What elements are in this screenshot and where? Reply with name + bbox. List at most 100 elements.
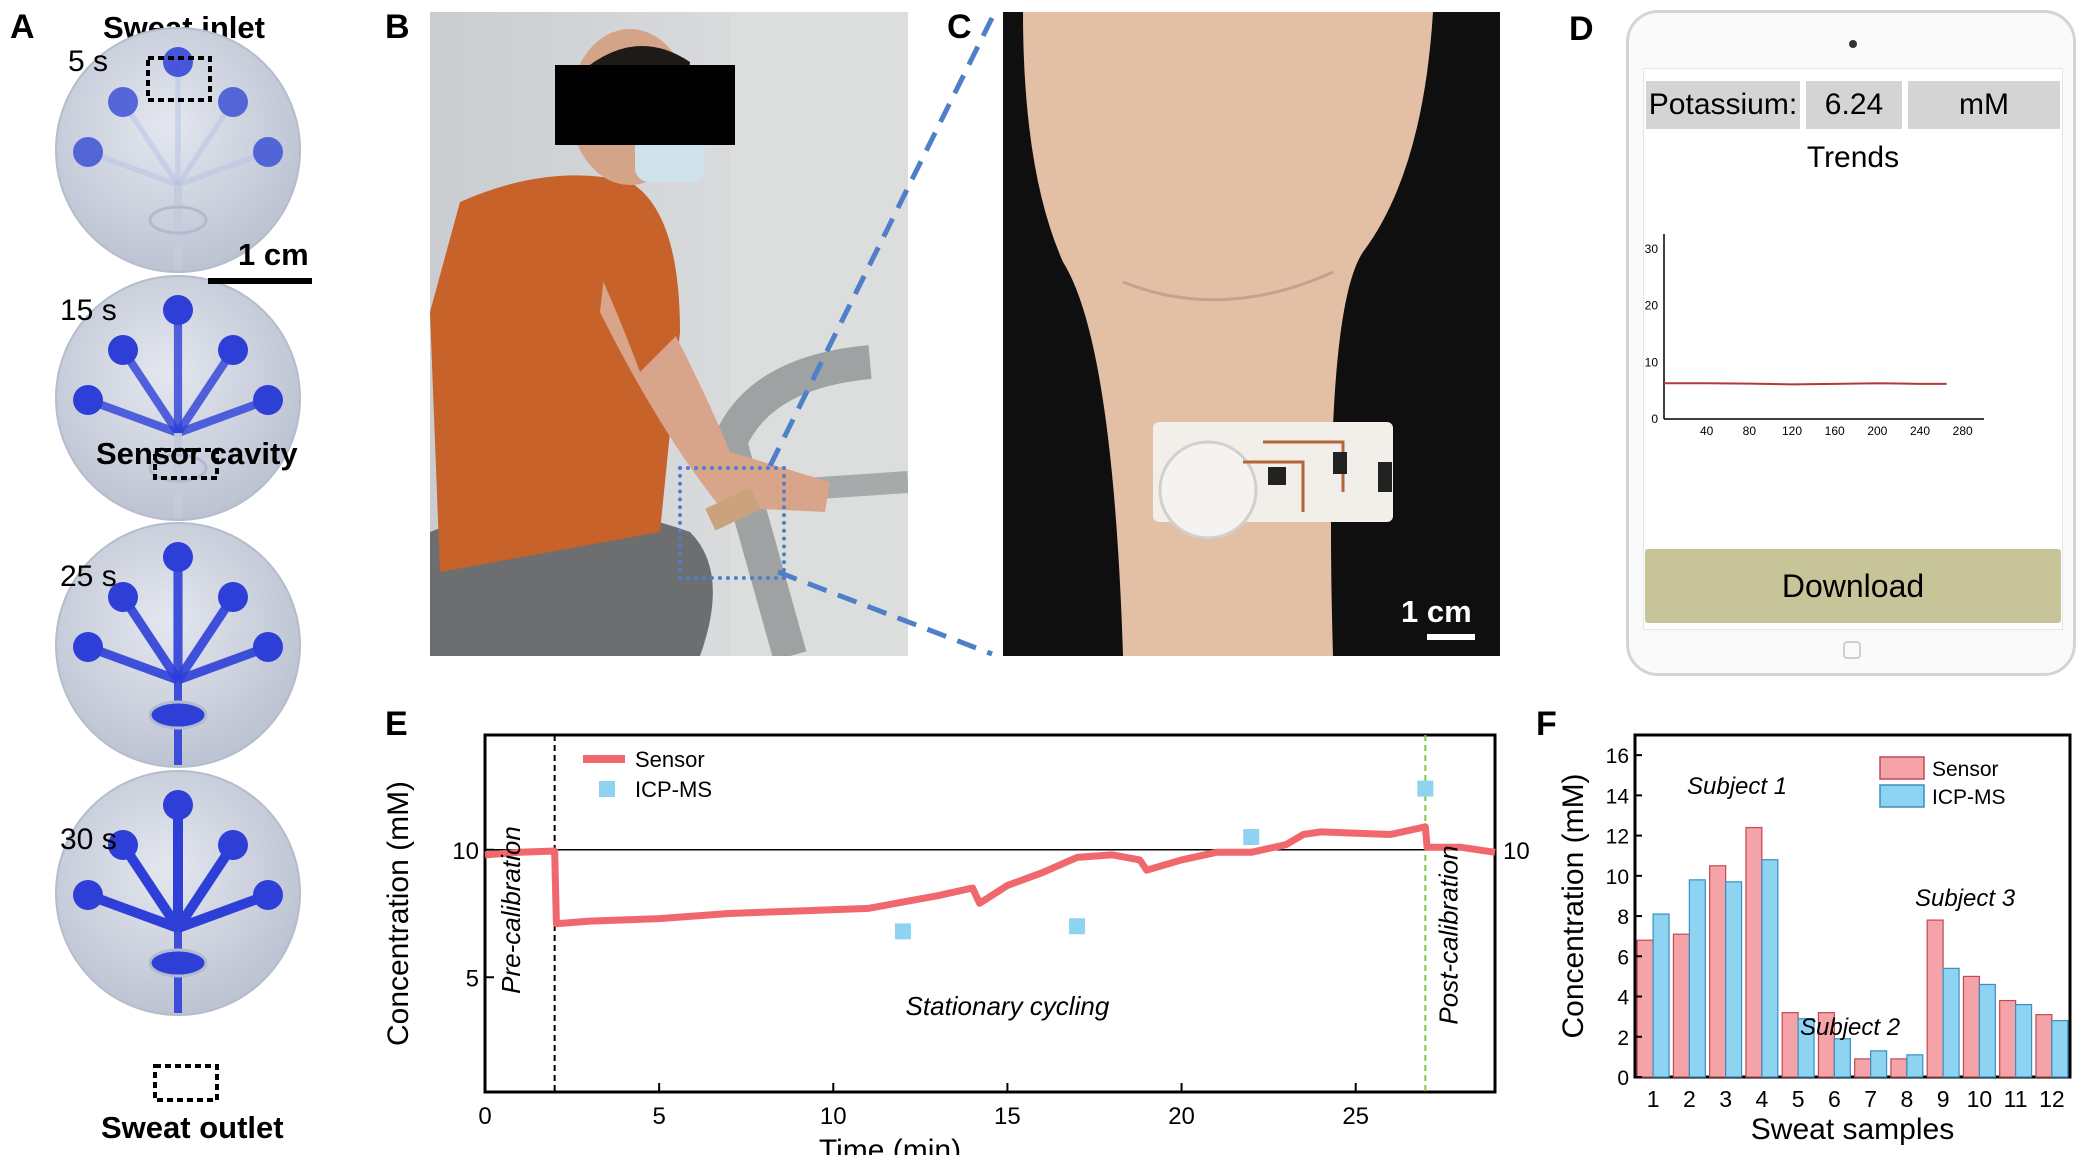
icp-point — [1243, 829, 1260, 845]
x-tick-label: 3 — [1719, 1086, 1732, 1112]
outlet-highlight-box — [153, 1064, 219, 1102]
panel-letter-c: C — [947, 8, 972, 46]
sensor-cavity — [148, 948, 208, 978]
trend-x-tick: 280 — [1953, 424, 1973, 438]
x-tick-label: 6 — [1828, 1086, 1841, 1112]
reservoir — [253, 632, 283, 662]
cavity-highlight-box — [153, 448, 219, 480]
reservoir — [218, 830, 248, 860]
tablet-screen: Potassium: 6.24 mM Trends 0 10 20 30 40 80 120… — [1643, 68, 2063, 630]
trend-chart: 0 10 20 30 40 80 120 160 200 240 280 — [1645, 234, 1984, 438]
reservoir — [73, 385, 103, 415]
icp-bar — [1725, 881, 1743, 1078]
microfluidic-channel — [175, 100, 236, 187]
x-tick-label: 20 — [1168, 1103, 1195, 1130]
microfluidic-channel — [176, 890, 270, 933]
download-button[interactable]: Download — [1645, 549, 2061, 623]
x-tick-label: 0 — [478, 1103, 491, 1130]
sensor-cavity — [148, 700, 208, 730]
reservoir — [163, 790, 193, 820]
x-tick-label: 5 — [1792, 1086, 1805, 1112]
trend-y-tick: 20 — [1645, 299, 1659, 313]
microfluidic-channel — [86, 642, 180, 685]
icp-bar — [2051, 1020, 2069, 1078]
reservoir — [163, 295, 193, 325]
stationary-cycling-label: Stationary cycling — [906, 991, 1110, 1021]
legend-icp-label: ICP-MS — [1932, 786, 2006, 809]
time-label-15s: 15 s — [60, 294, 117, 327]
icp-bar — [2015, 1003, 2033, 1078]
trend-y-tick: 10 — [1645, 355, 1659, 369]
trend-y-tick: 30 — [1645, 242, 1659, 256]
wrist-illustration — [1023, 12, 1433, 656]
y-tick-label: 8 — [1617, 906, 1629, 929]
x-axis-label: Time (min) — [819, 1134, 961, 1155]
analyte-unit: mM — [1908, 81, 2060, 129]
sensor-series-line — [484, 823, 1496, 928]
x-tick-label: 9 — [1937, 1086, 1950, 1112]
reservoir — [73, 880, 103, 910]
reservoir — [163, 542, 193, 572]
trend-x-tick: 240 — [1910, 424, 1930, 438]
reservoir — [218, 87, 248, 117]
reservoir — [218, 335, 248, 365]
trend-x-tick: 80 — [1743, 424, 1757, 438]
sensor-bar — [2035, 1014, 2053, 1078]
camera-dot — [1849, 40, 1857, 48]
microfluidic-channel — [118, 842, 183, 931]
trend-x-tick: 160 — [1825, 424, 1845, 438]
panel-letter-e: E — [385, 705, 408, 743]
microfluidic-channel — [174, 347, 237, 436]
scale-label-c: 1 cm — [1401, 594, 1472, 629]
reservoir — [73, 632, 103, 662]
x-tick-label: 1 — [1647, 1086, 1660, 1112]
trend-x-tick: 120 — [1782, 424, 1802, 438]
microfluidic-channel — [177, 149, 269, 188]
icp-point — [894, 923, 911, 940]
reservoir — [218, 582, 248, 612]
sensor-bar — [1709, 865, 1727, 1078]
legend-sensor-label: Sensor — [635, 747, 705, 772]
microfluidic-channel — [176, 642, 270, 685]
chart-e: 0 5 10 15 20 25 5 10 10 Time (min) Concentration (… — [382, 733, 1530, 1155]
chart-e-frame — [483, 733, 1497, 1094]
subject-2-label: Subject 2 — [1800, 1014, 1900, 1041]
icp-bar — [1906, 1054, 1924, 1078]
x-tick-label: 12 — [2039, 1086, 2065, 1112]
reservoir — [253, 385, 283, 415]
cycling-photo — [430, 12, 908, 656]
inlet-highlight-box — [146, 56, 212, 102]
x-tick-label: 10 — [1967, 1086, 1993, 1112]
sensor-bar — [1636, 939, 1654, 1078]
panel-letter-f: F — [1536, 705, 1557, 743]
analyte-label: Potassium: — [1646, 81, 1800, 129]
y-tick-label: 10 — [452, 838, 479, 865]
subject-1-label: Subject 1 — [1687, 773, 1787, 800]
y-tick-label: 5 — [466, 965, 479, 992]
x-tick-label: 15 — [994, 1103, 1021, 1130]
time-label-5s: 5 s — [68, 45, 109, 78]
icp-bar — [1833, 1038, 1851, 1078]
wrist-photo: 1 cm — [1003, 12, 1500, 656]
microfluidic-channel — [173, 842, 238, 931]
microfluidic-channel — [174, 594, 237, 683]
tablet-frame: Potassium: 6.24 mM Trends 0 10 20 30 40 80 120… — [1626, 10, 2076, 676]
reservoir — [163, 47, 193, 77]
x-tick-label: 8 — [1900, 1086, 1913, 1112]
zoom-box — [678, 466, 786, 580]
panel-letter-d: D — [1569, 10, 1594, 48]
pre-calibration-label: Pre-calibration — [496, 826, 526, 994]
trend-y-tick: 0 — [1651, 412, 1658, 426]
sensor-bar — [1745, 826, 1763, 1078]
sensor-cavity-label: Sensor cavity — [96, 436, 298, 471]
home-button[interactable] — [1843, 641, 1861, 659]
reservoir — [253, 137, 283, 167]
y-tick-label: 14 — [1606, 785, 1630, 808]
reservoir — [108, 335, 138, 365]
x-tick-label: 5 — [652, 1103, 665, 1130]
sensor-bar — [1890, 1058, 1908, 1078]
icp-point — [1417, 780, 1434, 797]
y-tick-label: 10 — [1606, 866, 1629, 889]
legend-sensor-swatch — [1879, 756, 1925, 780]
